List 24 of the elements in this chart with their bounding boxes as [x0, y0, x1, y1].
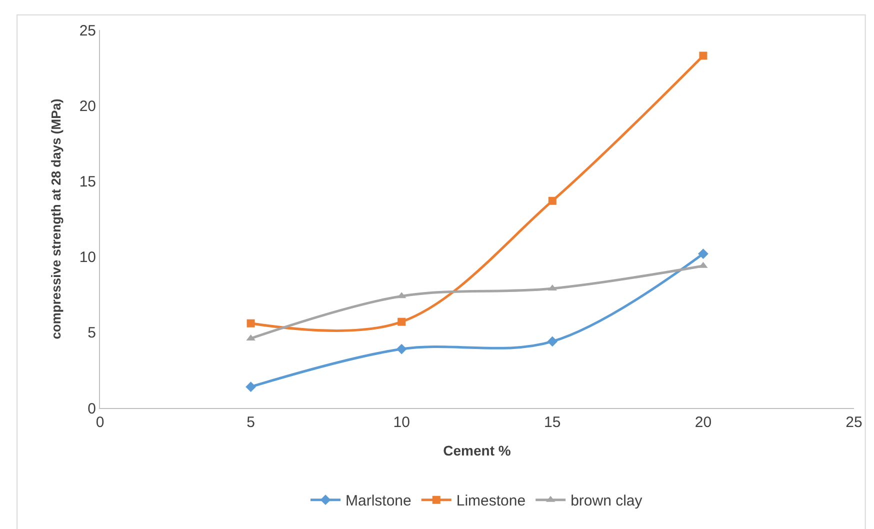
y-tick-label: 15	[79, 173, 96, 190]
x-tick-label: 25	[846, 414, 862, 431]
x-axis-title: Cement %	[443, 442, 512, 458]
y-tick-label: 5	[88, 324, 96, 342]
legend-label: Limestone	[456, 492, 526, 510]
y-tick-label: 0	[88, 400, 96, 418]
y-tick-label: 25	[79, 22, 96, 40]
point	[396, 344, 407, 354]
point	[246, 319, 255, 328]
y-tick-label: 10	[79, 249, 96, 266]
point	[548, 196, 556, 205]
point	[547, 336, 558, 347]
x-tick-label: 5	[246, 414, 255, 431]
point	[699, 52, 708, 60]
y-tick-label: 20	[79, 98, 96, 115]
point	[398, 318, 406, 326]
legend-label: brown clay	[570, 492, 643, 510]
legend-label: Marlstone	[346, 492, 412, 510]
point	[698, 248, 708, 259]
x-tick-label: 20	[694, 414, 712, 431]
point	[246, 382, 256, 392]
x-tick-label: 10	[393, 414, 410, 431]
x-tick-label: 15	[544, 414, 561, 431]
y-axis-title: compressive strength at 28 days (MPa)	[48, 98, 64, 340]
